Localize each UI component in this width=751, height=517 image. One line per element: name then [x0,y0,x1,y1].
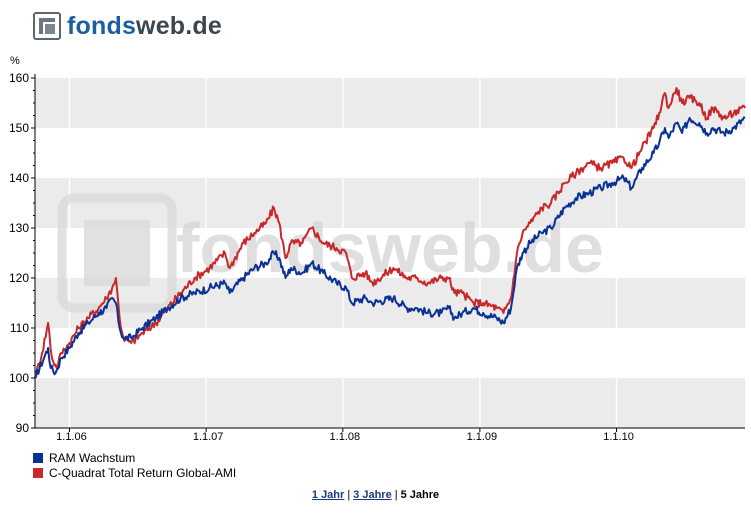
x-tick-label-0: 1.1.06 [56,431,87,440]
legend-swatch-0 [33,452,43,463]
brand-logo[interactable]: fondsweb.de [33,9,222,43]
x-tick-label-4: 1.1.10 [603,431,634,440]
brand-part2: web.de [136,12,222,40]
chart-legend: RAM Wachstum C-Quadrat Total Return Glob… [33,450,236,480]
series-line-0 [34,116,746,379]
y-tick-label-120: 120 [9,271,29,285]
watermark-icon-square [84,220,150,286]
range-link-1-year[interactable]: 1 Jahr [311,489,345,501]
range-link-3-years[interactable]: 3 Jahre [353,489,392,501]
brand-part1: fonds [67,12,137,40]
x-tick-label-1: 1.1.07 [193,431,224,440]
band-90 [35,378,745,428]
y-axis-unit-label: % [10,55,20,67]
range-current-5-years: 5 Jahre [400,489,440,501]
legend-label-0: RAM Wachstum [49,450,136,465]
x-tick-label-3: 1.1.09 [467,431,498,440]
plot-area [35,78,745,428]
band-150 [35,78,745,128]
series-line-1 [34,87,746,379]
performance-chart: fondsweb.de%901001101201301401501601.1.0… [9,55,746,440]
y-tick-label-140: 140 [9,171,29,185]
legend-swatch-1 [33,467,43,478]
brand-logo-text: fondsweb.de [67,9,222,43]
y-tick-label-110: 110 [10,321,29,335]
y-tick-label-90: 90 [16,421,30,435]
y-tick-label-160: 160 [9,71,29,85]
x-tick-label-2: 1.1.08 [330,431,361,440]
legend-label-1: C-Quadrat Total Return Global-AMI [49,465,237,480]
y-tick-label-130: 130 [9,221,29,235]
y-tick-label-150: 150 [9,121,29,135]
legend-item-1: C-Quadrat Total Return Global-AMI [33,465,236,480]
brand-logo-icon [33,12,61,40]
y-tick-label-100: 100 [9,371,29,385]
legend-item-0: RAM Wachstum [33,450,236,465]
band-130 [35,178,745,228]
time-range-selector: 1 Jahr | 3 Jahre | 5 Jahre [311,489,440,501]
